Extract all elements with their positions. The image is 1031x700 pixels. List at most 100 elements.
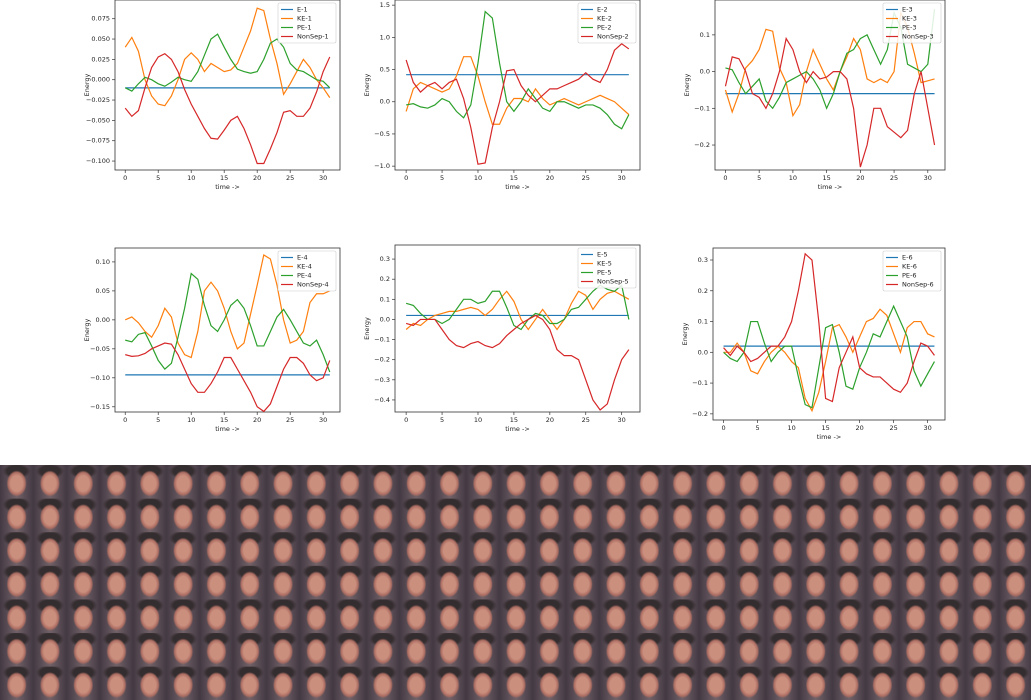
y-tick-label: 0.0	[698, 348, 708, 356]
plot-frame	[394, 244, 641, 413]
y-tick-label: 0.0	[700, 68, 710, 76]
x-tick-label: 5	[156, 174, 160, 182]
series-line	[124, 52, 331, 165]
y-tick-label: −0.1	[692, 379, 708, 387]
x-tick-label: 0	[404, 416, 408, 424]
y-tick-label: 0.1	[698, 318, 708, 326]
y-tick-label: −0.1	[694, 104, 710, 112]
y-tick-label: 0.2	[380, 275, 390, 283]
x-tick-label: 10	[187, 174, 195, 182]
plot-frame	[712, 247, 946, 421]
y-tick-label: 0.075	[91, 15, 110, 23]
x-tick-label: 30	[319, 174, 327, 182]
x-tick-label: 25	[286, 416, 294, 424]
x-axis-label: time ->	[215, 183, 240, 191]
y-axis-label: Energy	[363, 317, 371, 340]
y-axis-label: Energy	[83, 318, 91, 341]
y-tick-label: 0.0	[380, 98, 390, 106]
x-tick-label: 0	[404, 174, 408, 182]
y-tick-label: 0.00	[96, 316, 110, 324]
x-tick-label: 15	[821, 424, 829, 432]
legend-label: NonSep-4	[297, 281, 329, 289]
series-line	[124, 253, 331, 359]
y-tick-label: 0.050	[91, 35, 110, 43]
series-line	[405, 43, 630, 165]
x-tick-label: 5	[755, 424, 759, 432]
x-tick-label: 25	[582, 416, 590, 424]
y-tick-label: −0.3	[374, 376, 390, 384]
x-tick-label: 30	[618, 416, 626, 424]
x-axis-label: time ->	[505, 425, 530, 433]
series-line	[405, 314, 630, 411]
series-line	[405, 284, 630, 331]
face-image-grid	[0, 465, 1031, 700]
legend-label: E-3	[902, 6, 913, 14]
y-tick-label: 0.2	[698, 287, 708, 295]
series-line	[124, 33, 331, 92]
y-tick-label: 0.1	[700, 31, 710, 39]
x-tick-label: 5	[440, 174, 444, 182]
x-tick-label: 10	[187, 416, 195, 424]
x-tick-label: 0	[123, 174, 127, 182]
x-tick-label: 20	[856, 174, 864, 182]
legend-label: KE-1	[297, 15, 312, 23]
y-tick-label: 0.05	[96, 287, 110, 295]
y-tick-label: −0.05	[90, 345, 110, 353]
legend-label: KE-5	[597, 260, 612, 268]
legend-label: NonSep-2	[597, 33, 629, 41]
y-tick-label: −0.4	[374, 396, 390, 404]
legend-label: NonSep-5	[597, 278, 629, 286]
y-tick-label: −0.2	[694, 141, 710, 149]
y-tick-label: 0.3	[698, 256, 708, 264]
series-line	[724, 36, 936, 168]
plot-frame	[714, 0, 946, 171]
x-tick-label: 25	[889, 424, 897, 432]
legend-box	[882, 250, 942, 292]
plot-frame	[394, 0, 641, 171]
y-tick-label: −0.1	[374, 336, 390, 344]
series-line	[723, 308, 935, 413]
legend-label: E-4	[297, 254, 308, 262]
y-tick-label: 0.5	[380, 66, 390, 74]
chart: 0 5 10 15 20 25 30 0.3 0.2 0.1 0.0 −0.1 −0.2 −0.3 −0.4…	[363, 244, 641, 433]
x-axis-label: time ->	[817, 433, 842, 441]
x-tick-label: 25	[890, 174, 898, 182]
series-line	[406, 10, 630, 130]
legend-label: KE-4	[297, 263, 312, 271]
y-tick-label: −0.100	[86, 157, 110, 165]
y-tick-label: 1.0	[380, 33, 390, 41]
x-tick-label: 10	[474, 416, 482, 424]
chart: 0 5 10 15 20 25 30 0.3 0.2 0.1 0.0 −0.1 −0.2 time -> E…	[681, 247, 946, 441]
y-tick-label: −0.2	[374, 356, 390, 364]
legend-label: KE-6	[902, 263, 917, 271]
legend-label: KE-3	[902, 15, 917, 23]
y-tick-label: 0.3	[380, 255, 390, 263]
charts: 0 5 10 15 20 25 300.0750.0500.0250.000−0.025−0…	[83, 0, 946, 441]
y-tick-label: 0.000	[91, 76, 110, 84]
x-tick-label: 0	[721, 424, 725, 432]
x-tick-label: 5	[757, 174, 761, 182]
x-tick-label: 15	[220, 174, 228, 182]
series-line	[125, 272, 331, 373]
series-line	[723, 252, 935, 403]
legend-label: E-1	[297, 6, 308, 14]
x-tick-label: 5	[440, 416, 444, 424]
legend-label: E-6	[902, 254, 913, 262]
y-tick-label: −0.5	[374, 130, 390, 138]
y-tick-label: 1.5	[380, 1, 390, 9]
x-axis-label: time ->	[505, 183, 530, 191]
series-line	[405, 290, 630, 331]
chart: 0 5 10 15 20 25 30 0.075 0.050 0.025 0.000 −0.025 −0…	[83, 0, 341, 191]
x-axis-label: time ->	[215, 425, 240, 433]
y-tick-label: 0.0	[380, 315, 390, 323]
x-tick-label: 15	[220, 416, 228, 424]
x-tick-label: 0	[723, 174, 727, 182]
legend-label: PE-5	[597, 269, 612, 277]
chart: 0 5 10 15 20 25 30 0.10 0.05 0.00 −0.05 −0.10 −0.15 t…	[83, 247, 341, 433]
x-tick-label: 20	[546, 174, 554, 182]
legend-label: E-5	[597, 251, 608, 259]
x-tick-label: 15	[510, 416, 518, 424]
y-tick-label: −0.075	[86, 137, 110, 145]
x-tick-label: 5	[156, 416, 160, 424]
